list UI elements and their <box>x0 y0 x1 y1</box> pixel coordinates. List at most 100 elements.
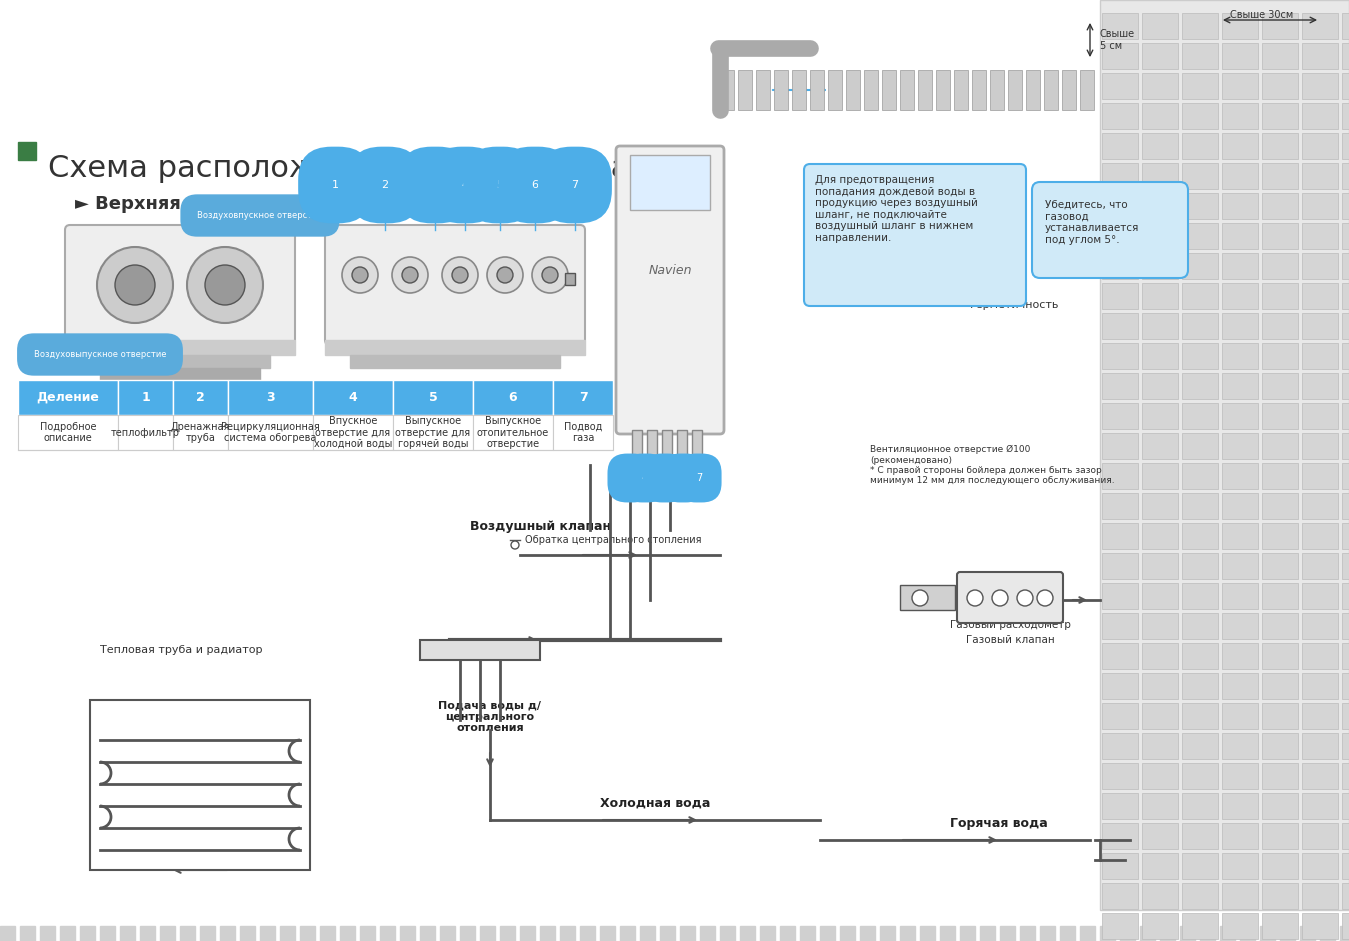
Bar <box>1302 373 1338 399</box>
Bar <box>689 464 704 470</box>
Bar <box>1222 913 1259 939</box>
Bar <box>846 70 861 110</box>
Bar <box>809 70 824 110</box>
Bar <box>1340 926 1349 941</box>
Bar <box>100 368 260 380</box>
Circle shape <box>967 590 983 606</box>
Bar <box>1102 523 1139 549</box>
Bar <box>1182 193 1218 219</box>
Bar <box>1102 673 1139 699</box>
Bar <box>1263 913 1298 939</box>
Bar <box>1222 193 1259 219</box>
Bar <box>880 926 894 941</box>
Text: 1: 1 <box>332 180 339 190</box>
Bar <box>1102 133 1139 159</box>
Bar <box>1342 313 1349 339</box>
Bar <box>18 380 117 415</box>
Bar <box>1222 673 1259 699</box>
Bar <box>960 926 975 941</box>
Bar <box>1321 926 1336 941</box>
Bar <box>220 926 235 941</box>
Circle shape <box>452 267 468 283</box>
Bar <box>1143 283 1178 309</box>
Bar <box>1140 926 1155 941</box>
Bar <box>990 70 1004 110</box>
Bar <box>660 464 674 470</box>
Bar <box>1182 913 1218 939</box>
Text: Вентиляционное отверстие Ø100
(рекомендовано)
* С правой стороны бойлера должен : Вентиляционное отверстие Ø100 (рекомендо… <box>870 445 1114 486</box>
Circle shape <box>532 257 568 293</box>
Bar <box>1222 433 1259 459</box>
Bar <box>1040 926 1055 941</box>
Bar <box>1263 163 1298 189</box>
Bar <box>1143 913 1178 939</box>
Bar <box>420 926 434 941</box>
Bar <box>1222 853 1259 879</box>
Bar <box>1342 553 1349 579</box>
Bar <box>1143 253 1178 279</box>
Text: Свыше
5 см: Свыше 5 см <box>1099 29 1135 51</box>
Bar <box>1102 343 1139 369</box>
Bar <box>954 70 969 110</box>
Text: 7: 7 <box>579 391 587 404</box>
Bar <box>1044 70 1058 110</box>
Text: Холодная вода: Холодная вода <box>600 797 711 810</box>
Text: 6: 6 <box>680 473 687 483</box>
Bar <box>1182 103 1218 129</box>
Bar <box>1342 343 1349 369</box>
Text: Рециркуляционная
система обогрева: Рециркуляционная система обогрева <box>221 422 320 443</box>
Bar <box>1182 373 1218 399</box>
Bar <box>18 415 117 450</box>
Bar <box>1143 793 1178 819</box>
Bar <box>1182 823 1218 849</box>
Bar <box>173 380 228 415</box>
Bar <box>1182 433 1218 459</box>
Bar <box>774 70 788 110</box>
Bar <box>1222 553 1259 579</box>
Bar <box>1342 763 1349 789</box>
Bar <box>1302 313 1338 339</box>
Bar <box>1342 43 1349 69</box>
Text: Газовый клапан: Газовый клапан <box>966 635 1055 645</box>
Bar <box>720 70 734 110</box>
Bar <box>738 70 751 110</box>
Bar <box>1263 313 1298 339</box>
Bar <box>228 415 313 450</box>
Bar <box>1143 613 1178 639</box>
Bar <box>828 70 842 110</box>
Bar <box>1143 373 1178 399</box>
Bar <box>1143 43 1178 69</box>
Bar <box>1342 733 1349 759</box>
Text: 3: 3 <box>627 473 633 483</box>
Bar <box>1182 133 1218 159</box>
Bar <box>393 415 473 450</box>
Text: 6: 6 <box>532 180 538 190</box>
Text: Подробное
описание: Подробное описание <box>39 422 96 443</box>
Bar <box>1182 613 1218 639</box>
Bar <box>1182 853 1218 879</box>
Text: 7: 7 <box>572 180 579 190</box>
Bar <box>90 700 310 870</box>
Bar <box>1300 926 1315 941</box>
Bar <box>741 926 755 941</box>
Bar <box>1263 343 1298 369</box>
Bar <box>1302 763 1338 789</box>
Text: Газовый расходометр: Газовый расходометр <box>950 620 1071 630</box>
Bar <box>80 926 94 941</box>
Bar <box>1182 43 1218 69</box>
Bar <box>1182 553 1218 579</box>
Bar <box>1302 13 1338 39</box>
Bar <box>820 926 835 941</box>
FancyBboxPatch shape <box>65 225 295 345</box>
Bar <box>0 926 15 941</box>
Bar <box>553 415 612 450</box>
Bar <box>1342 583 1349 609</box>
Bar <box>179 926 196 941</box>
Bar <box>1342 463 1349 489</box>
Bar <box>792 70 805 110</box>
Bar <box>1143 223 1178 249</box>
Bar <box>1222 73 1259 99</box>
Bar <box>1222 283 1259 309</box>
Bar <box>1182 163 1218 189</box>
Bar <box>1302 493 1338 519</box>
